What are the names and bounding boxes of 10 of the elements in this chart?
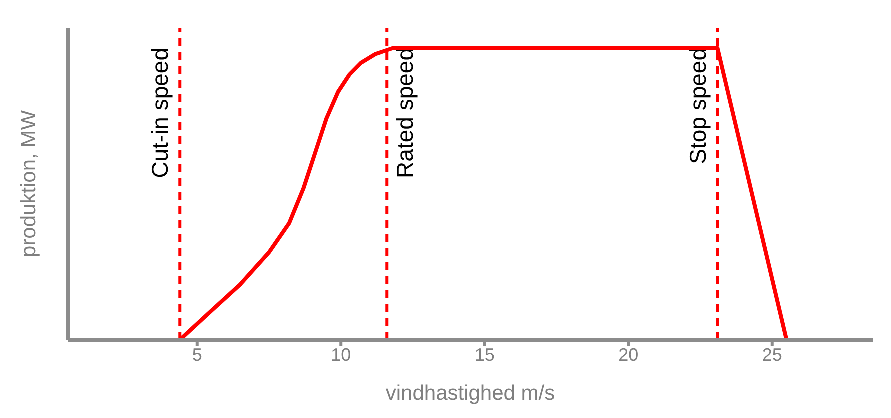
x-tick-label: 25 bbox=[762, 344, 782, 365]
x-tick-label: 5 bbox=[192, 344, 202, 365]
ref-line-label: Cut-in speed bbox=[147, 48, 174, 178]
y-axis-title: produktion, MW bbox=[17, 110, 40, 258]
ref-line-label: Stop speed bbox=[684, 48, 711, 164]
x-tick-label: 10 bbox=[331, 344, 352, 365]
x-axis-title: vindhastighed m/s bbox=[386, 382, 556, 405]
x-tick-label: 20 bbox=[618, 344, 639, 365]
x-tick-label: 15 bbox=[474, 344, 495, 365]
ref-line-label: Rated speed bbox=[392, 48, 418, 178]
